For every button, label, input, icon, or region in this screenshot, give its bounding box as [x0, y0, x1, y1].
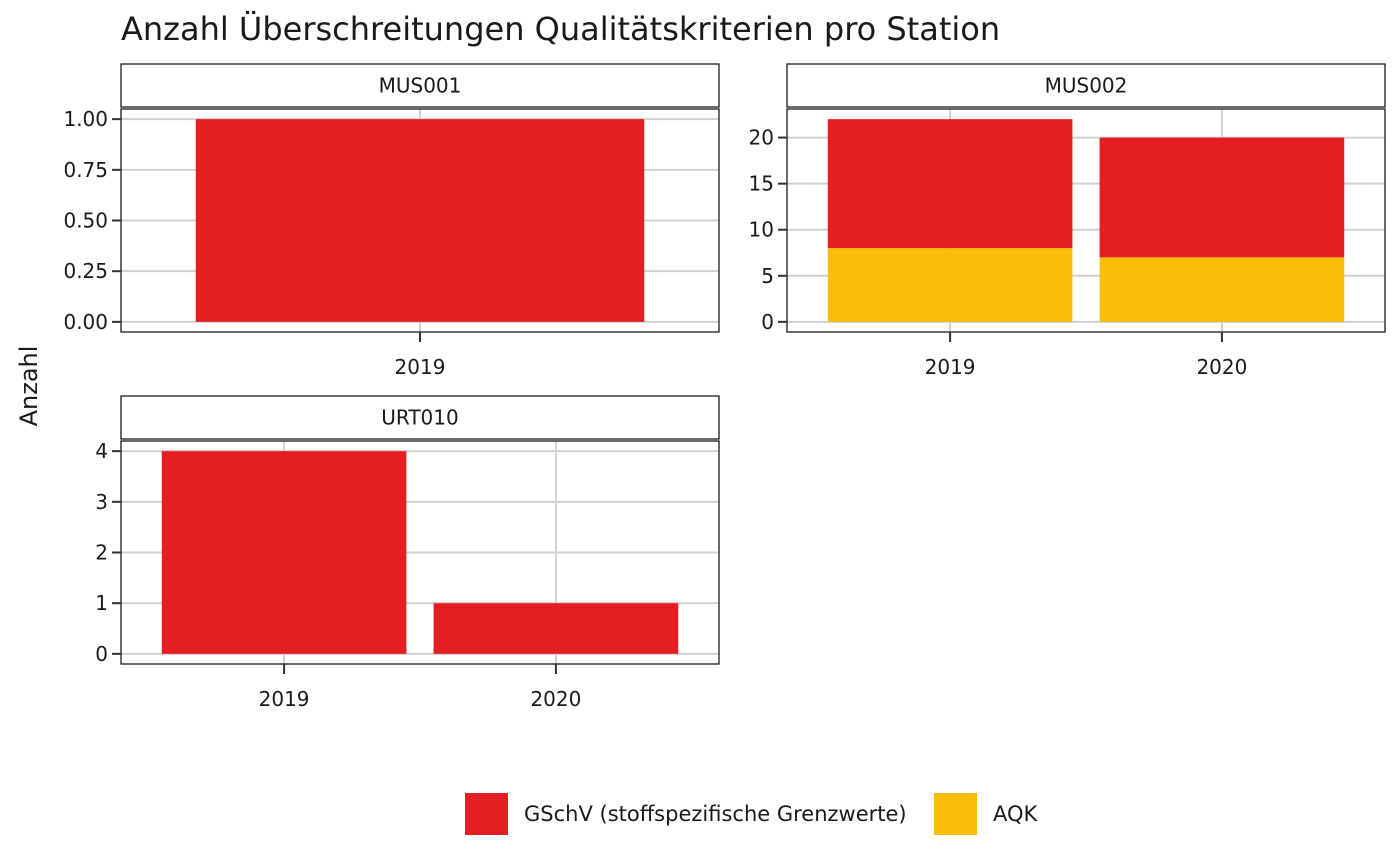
y-tick-label: 20 [749, 126, 774, 150]
facet-strip [786, 63, 1386, 108]
legend-item-gschv: GSchV (stoffspezifische Grenzwerte) [465, 793, 907, 835]
y-tick-label: 5 [761, 264, 774, 288]
facet-strip [120, 395, 720, 440]
x-axis: 2019 2020 [925, 332, 1247, 379]
x-axis: 2019 2020 [259, 664, 581, 711]
y-axis: 0 5 10 15 20 [749, 126, 787, 334]
y-tick-label: 0 [761, 310, 774, 334]
legend-label: AQK [993, 802, 1039, 826]
x-tick-label: 2020 [1196, 355, 1247, 379]
legend: GSchV (stoffspezifische Grenzwerte) AQK [465, 793, 1039, 835]
panel-border [786, 108, 1386, 333]
y-tick-label: 1 [95, 591, 108, 615]
legend-label: GSchV (stoffspezifische Grenzwerte) [524, 802, 907, 826]
y-tick-label: 0 [95, 642, 108, 666]
x-tick-label: 2019 [395, 355, 446, 379]
y-tick-label: 0.75 [63, 158, 108, 182]
bar-mus002-2020-aqk [1099, 257, 1345, 322]
chart-title: Anzahl Überschreitungen Qualitätskriteri… [121, 10, 1000, 48]
facet-mus001: MUS001 0.00 0.25 0.50 0.75 1.00 2019 [63, 63, 720, 379]
bar-mus002-2020-gschv [1099, 137, 1345, 258]
bar-urt010-2020-gschv [433, 603, 679, 654]
facet-mus002: MUS002 0 5 10 15 20 2019 2020 [749, 63, 1386, 379]
facet-strip [120, 63, 720, 108]
y-tick-label: 4 [95, 439, 108, 463]
bars [195, 119, 645, 322]
y-axis-label: Anzahl [15, 346, 43, 427]
bars [827, 119, 1345, 322]
facet-strip-label: MUS001 [379, 74, 462, 98]
facet-strip-label: URT010 [381, 406, 458, 430]
x-axis: 2019 [395, 332, 446, 379]
legend-key [465, 793, 508, 835]
y-tick-label: 15 [749, 172, 774, 196]
y-tick-label: 1.00 [63, 107, 108, 131]
y-axis: 0.00 0.25 0.50 0.75 1.00 [63, 107, 121, 334]
facet-panels: MUS0010.000.250.500.751.002019MUS0020510… [63, 63, 1386, 711]
legend-key [934, 793, 977, 835]
y-tick-label: 2 [95, 541, 108, 565]
x-tick-label: 2019 [925, 355, 976, 379]
bar-mus002-2019-gschv [827, 119, 1073, 249]
y-axis: 0 1 2 3 4 [95, 439, 121, 666]
bar-urt010-2019-gschv [161, 451, 407, 654]
bars [161, 451, 679, 654]
facet-urt010: URT010 0 1 2 3 4 2019 2020 [95, 395, 720, 711]
facet-strip-label: MUS002 [1045, 74, 1128, 98]
legend-item-aqk: AQK [934, 793, 1039, 835]
y-tick-label: 0.50 [63, 209, 108, 233]
x-tick-label: 2020 [530, 687, 581, 711]
x-tick-label: 2019 [259, 687, 310, 711]
y-tick-label: 0.25 [63, 259, 108, 283]
y-tick-label: 10 [749, 218, 774, 242]
bar-mus002-2019-aqk [827, 248, 1073, 322]
bar-mus001-2019-gschv [195, 119, 645, 322]
y-tick-label: 3 [95, 490, 108, 514]
y-tick-label: 0.00 [63, 310, 108, 334]
